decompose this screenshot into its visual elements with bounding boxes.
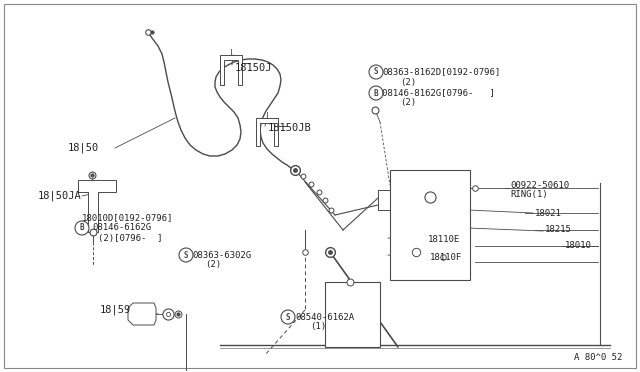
Text: (2): (2) (205, 260, 221, 269)
Polygon shape (128, 303, 156, 325)
Text: (2): (2) (400, 99, 416, 108)
Text: 00922-50610: 00922-50610 (510, 180, 569, 189)
Text: 08146-8162G[0796-   ]: 08146-8162G[0796- ] (382, 89, 495, 97)
Text: 08146-6162G: 08146-6162G (92, 224, 151, 232)
Text: 18|59: 18|59 (100, 305, 131, 315)
Text: 18|50JA: 18|50JA (38, 191, 82, 201)
Circle shape (369, 65, 383, 79)
Text: 18150JB: 18150JB (268, 123, 312, 133)
Polygon shape (78, 180, 116, 232)
Circle shape (369, 86, 383, 100)
Text: 18150J: 18150J (235, 63, 273, 73)
Text: 18010: 18010 (565, 241, 592, 250)
Text: 18110F: 18110F (430, 253, 462, 263)
Text: (2)[0796-  ]: (2)[0796- ] (98, 234, 163, 243)
Circle shape (179, 248, 193, 262)
Text: S: S (285, 312, 291, 321)
Text: A 80^0 52: A 80^0 52 (573, 353, 622, 362)
Text: (1): (1) (310, 323, 326, 331)
Polygon shape (220, 55, 242, 85)
Text: B: B (374, 89, 378, 97)
Text: 08540-6162A: 08540-6162A (295, 312, 354, 321)
Text: 18010D[0192-0796]: 18010D[0192-0796] (82, 214, 173, 222)
Text: S: S (184, 250, 188, 260)
Circle shape (75, 221, 89, 235)
Text: 18021: 18021 (535, 208, 562, 218)
Text: RING(1): RING(1) (510, 190, 548, 199)
Text: S: S (374, 67, 378, 77)
FancyBboxPatch shape (390, 170, 470, 280)
Text: 08363-8162D[0192-0796]: 08363-8162D[0192-0796] (382, 67, 500, 77)
Text: (2): (2) (400, 77, 416, 87)
Text: 18|50: 18|50 (68, 143, 99, 153)
FancyBboxPatch shape (325, 282, 380, 347)
Text: 18110E: 18110E (428, 235, 460, 244)
Polygon shape (256, 118, 278, 146)
Circle shape (281, 310, 295, 324)
Text: B: B (80, 224, 84, 232)
Text: 18215: 18215 (545, 225, 572, 234)
Text: 08363-6302G: 08363-6302G (192, 250, 251, 260)
